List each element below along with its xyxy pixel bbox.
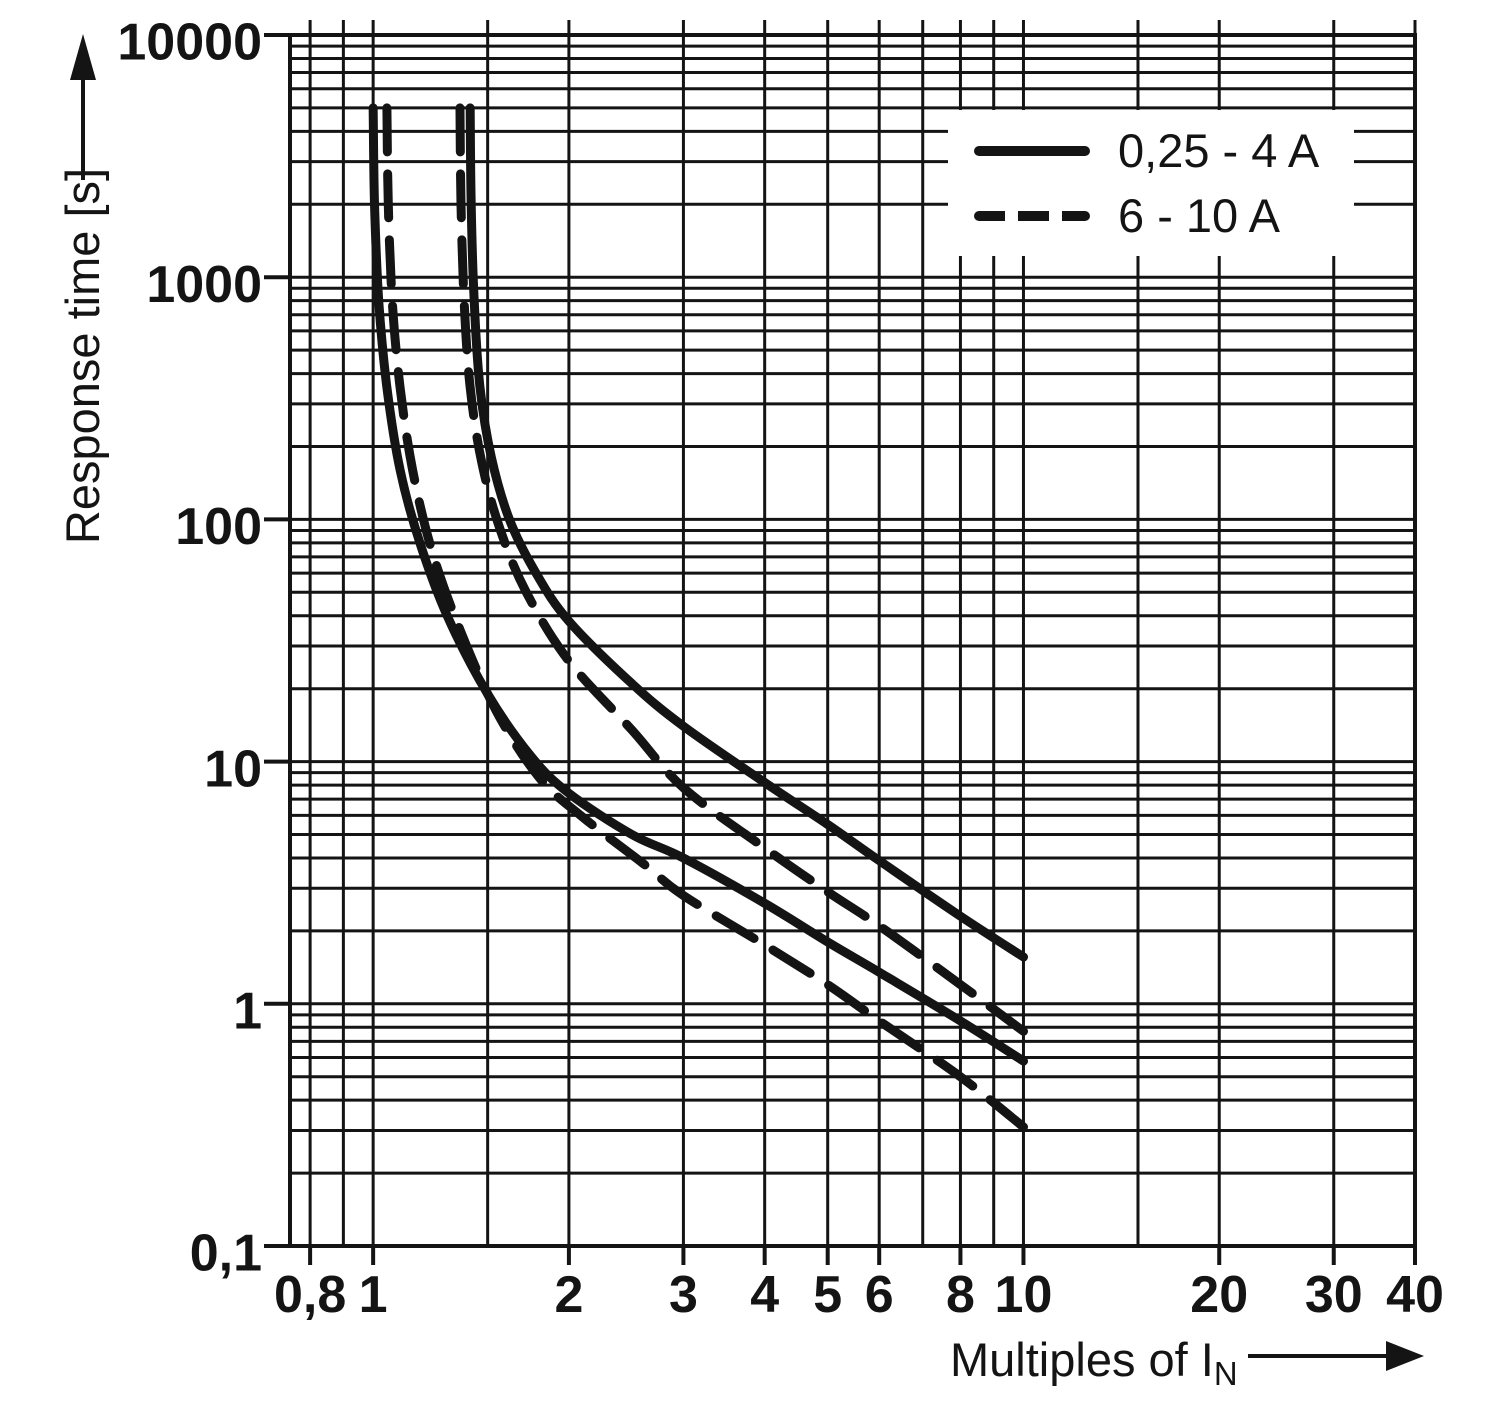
plot-frame-group	[288, 33, 1417, 1248]
x-tick-label: 1	[359, 1266, 388, 1324]
y-tick-label: 1000	[146, 256, 262, 314]
x-tick-label: 30	[1305, 1266, 1363, 1324]
y-tick-label: 100	[175, 498, 262, 556]
legend-item-solid: 0,25 - 4 A	[974, 124, 1354, 177]
curve-dashed-upper	[455, 103, 1028, 1036]
plot-frame	[288, 33, 1417, 1248]
x-tick-label: 3	[669, 1266, 698, 1324]
x-axis-title-text: Multiples of I	[950, 1333, 1214, 1386]
x-tick-label: 4	[750, 1266, 779, 1324]
curve-dashed-lower	[382, 103, 1028, 1132]
x-axis-title: Multiples of IN	[950, 1330, 1238, 1393]
y-axis-arrow-icon	[70, 34, 96, 80]
x-tick-label: 2	[554, 1266, 583, 1324]
x-tick-label: 20	[1190, 1266, 1248, 1324]
x-axis-arrow-icon	[1386, 1341, 1424, 1371]
legend-label-dashed: 6 - 10 A	[1118, 189, 1280, 242]
legend-label-solid: 0,25 - 4 A	[1118, 124, 1320, 177]
x-tick-label: 5	[813, 1266, 842, 1324]
axis-ticks	[264, 20, 1417, 1265]
y-tick-label: 10	[204, 740, 262, 798]
x-tick-label: 6	[865, 1266, 894, 1324]
x-tick-label: 40	[1386, 1266, 1444, 1324]
x-axis-title-subscript: N	[1213, 1355, 1238, 1393]
x-tick-label: 0,8	[274, 1266, 346, 1324]
y-tick-label: 1	[233, 983, 262, 1041]
y-axis-title-text: Response time [s]	[56, 167, 109, 545]
legend-item-dashed: 6 - 10 A	[974, 189, 1354, 242]
y-tick-label: 0,1	[190, 1225, 262, 1283]
axis-arrows	[70, 34, 1424, 1371]
curves	[368, 103, 1028, 1132]
curve-solid-upper	[465, 103, 1028, 962]
x-tick-label: 10	[995, 1266, 1053, 1324]
y-axis-title: Response time [s]	[52, 151, 114, 561]
x-tick-label: 8	[946, 1266, 975, 1324]
solid-line-sample	[974, 145, 1090, 156]
y-tick-label: 10000	[117, 14, 262, 72]
curve-solid-lower	[368, 103, 1028, 1066]
dashed-line-sample	[974, 210, 1090, 221]
legend: 0,25 - 4 A 6 - 10 A	[948, 110, 1354, 256]
